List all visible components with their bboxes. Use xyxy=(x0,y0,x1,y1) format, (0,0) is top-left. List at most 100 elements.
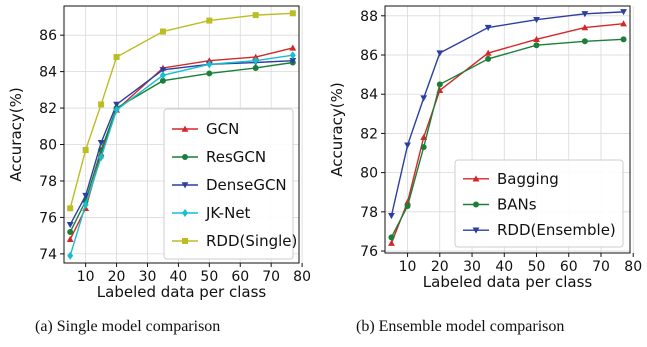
figure: 10 20 30 40 50 60 70 80 74 76 78 80 82 84 86 Labeled da… xyxy=(7,5,642,300)
legend-marker xyxy=(472,227,480,234)
data-point xyxy=(388,239,395,246)
data-point xyxy=(66,235,74,243)
data-point xyxy=(82,192,90,199)
legend-label: DenseGCN xyxy=(206,176,287,194)
data-point xyxy=(159,67,167,74)
data-point xyxy=(620,9,627,16)
series-line xyxy=(69,54,293,256)
series-line xyxy=(69,61,293,233)
series-line xyxy=(69,12,293,209)
series-line xyxy=(69,59,293,226)
legend-marker xyxy=(472,175,480,182)
legend-marker xyxy=(181,182,189,189)
legend-label: GCN xyxy=(206,120,239,138)
data-point xyxy=(581,38,588,45)
data-point xyxy=(533,42,540,49)
data-point xyxy=(97,139,105,147)
data-point xyxy=(388,234,395,241)
x-tick-label: 20 xyxy=(108,269,126,285)
series-RDD(Ensemble) xyxy=(388,9,627,220)
caption-a: (a) Single model comparison xyxy=(35,318,221,335)
legend-label: RDD(Ensemble) xyxy=(497,221,616,239)
legend-label: ResGCN xyxy=(206,148,266,166)
data-point xyxy=(620,36,627,43)
data-point xyxy=(404,198,411,205)
data-point xyxy=(289,57,297,65)
legend-label: RDD(Single) xyxy=(206,232,297,250)
x-tick-label: 10 xyxy=(77,269,95,285)
data-point xyxy=(206,70,213,77)
legend-box xyxy=(454,159,624,248)
data-point xyxy=(113,54,120,61)
x-tick-label: 60 xyxy=(560,259,578,275)
data-point xyxy=(67,205,74,212)
data-point xyxy=(252,56,259,65)
data-point xyxy=(67,229,74,236)
data-point xyxy=(67,251,74,260)
data-point xyxy=(289,44,297,51)
y-axis-label: Accuracy(%) xyxy=(7,87,25,181)
data-point xyxy=(620,20,627,27)
y-tick-label: 84 xyxy=(39,65,57,81)
y-tick-label: 84 xyxy=(360,87,378,103)
legend-marker xyxy=(182,209,188,217)
x-axis-label: Labeled data per class xyxy=(423,273,593,291)
data-point xyxy=(533,17,540,24)
chart-panel-b: 10 20 30 40 50 60 70 80 76 78 80 82 84 86 88 Labeled da… xyxy=(328,5,642,291)
data-point xyxy=(82,146,89,153)
y-tick-label: 78 xyxy=(39,174,57,190)
data-point xyxy=(404,202,411,209)
data-point xyxy=(113,101,120,108)
y-tick-label: 86 xyxy=(360,48,378,64)
y-tick-label: 78 xyxy=(360,205,378,221)
data-point xyxy=(206,60,213,69)
data-point xyxy=(113,105,120,114)
y-tick-label: 74 xyxy=(39,247,57,263)
x-axis-label: Labeled data per class xyxy=(97,283,267,300)
data-point xyxy=(159,77,166,84)
legend-label: JK-Net xyxy=(205,204,251,222)
x-tick-label: 70 xyxy=(262,269,280,285)
legend-label: BANs xyxy=(497,196,537,214)
x-tick-label: 10 xyxy=(399,259,417,275)
data-point xyxy=(82,200,89,209)
data-point xyxy=(420,95,428,102)
x-tick-label: 30 xyxy=(139,269,157,285)
x-tick-label: 20 xyxy=(431,259,449,275)
x-tick-label: 80 xyxy=(293,269,311,285)
data-point xyxy=(206,17,213,24)
x-tick-label: 60 xyxy=(231,269,249,285)
series-JK-Net xyxy=(67,51,296,260)
data-point xyxy=(420,144,427,151)
data-point xyxy=(485,55,492,62)
series-line xyxy=(69,47,293,240)
plot-frame xyxy=(63,5,300,264)
y-tick-label: 80 xyxy=(39,138,57,154)
data-point xyxy=(404,142,411,149)
chart-panel-a: 10 20 30 40 50 60 70 80 74 76 78 80 82 84 86 Labeled da… xyxy=(7,5,311,300)
data-point xyxy=(98,153,105,162)
x-tick-label: 40 xyxy=(169,269,187,285)
data-point xyxy=(581,24,589,31)
series-BANs xyxy=(388,36,627,241)
data-point xyxy=(289,10,296,17)
data-point xyxy=(436,81,443,88)
x-tick-label: 70 xyxy=(592,259,610,275)
data-point xyxy=(533,35,540,43)
plot-frame xyxy=(384,5,631,254)
data-point xyxy=(98,101,105,108)
y-tick-label: 76 xyxy=(39,210,57,226)
data-point xyxy=(66,222,74,229)
x-tick-label: 50 xyxy=(200,269,218,285)
legend-marker xyxy=(182,154,188,160)
y-tick-label: 82 xyxy=(39,101,57,117)
x-tick-label: 30 xyxy=(463,259,481,275)
data-point xyxy=(252,12,259,19)
data-point xyxy=(159,28,166,35)
y-axis-label: Accuracy(%) xyxy=(328,82,346,176)
data-point xyxy=(484,49,492,56)
data-point xyxy=(484,24,492,31)
legend-box xyxy=(163,108,294,260)
x-tick-label: 50 xyxy=(528,259,546,275)
data-point xyxy=(436,50,444,57)
